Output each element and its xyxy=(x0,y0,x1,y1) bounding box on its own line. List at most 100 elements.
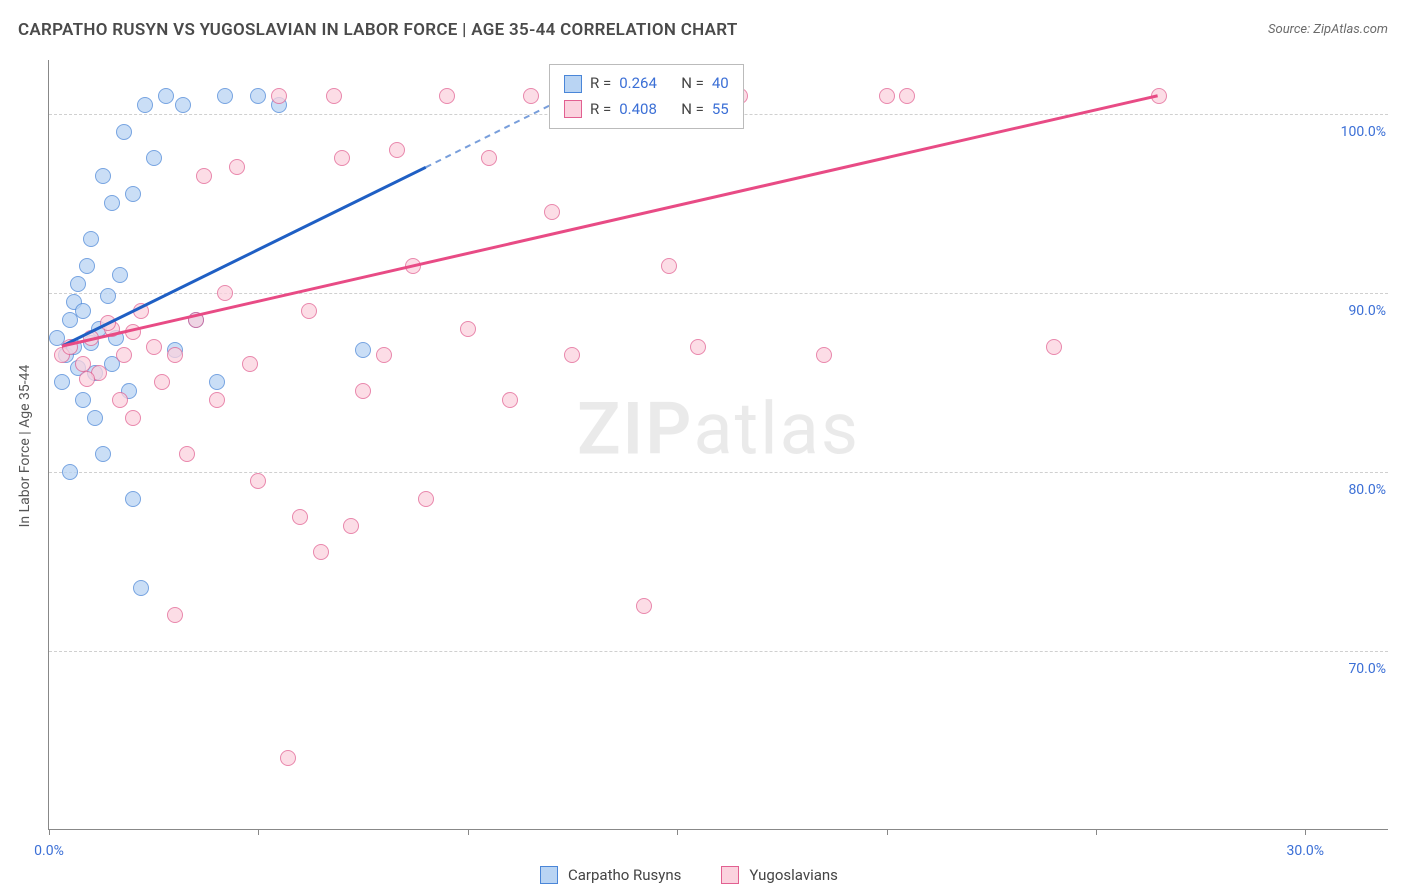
scatter-point xyxy=(112,392,128,408)
scatter-point xyxy=(83,231,99,247)
scatter-point xyxy=(137,97,153,113)
scatter-point xyxy=(292,509,308,525)
gridline-h xyxy=(49,651,1388,652)
scatter-point xyxy=(271,88,287,104)
scatter-point xyxy=(405,258,421,274)
scatter-point xyxy=(70,276,86,292)
scatter-point xyxy=(196,168,212,184)
correlation-legend-row: R = 0.264 N = 40 xyxy=(564,71,729,97)
scatter-point xyxy=(62,464,78,480)
x-tick xyxy=(49,829,50,835)
scatter-point xyxy=(326,88,342,104)
scatter-point xyxy=(313,544,329,560)
scatter-point xyxy=(242,356,258,372)
scatter-point xyxy=(188,312,204,328)
scatter-point xyxy=(125,186,141,202)
scatter-point xyxy=(79,371,95,387)
scatter-point xyxy=(481,150,497,166)
n-value: 55 xyxy=(712,97,729,123)
scatter-point xyxy=(154,374,170,390)
scatter-point xyxy=(389,142,405,158)
scatter-point xyxy=(54,374,70,390)
scatter-plot-area: ZIPatlas R =0.264N =40R =0.408N =55 70.0… xyxy=(48,60,1388,830)
scatter-point xyxy=(62,339,78,355)
scatter-point xyxy=(209,392,225,408)
y-tick-label: 70.0% xyxy=(1344,661,1390,677)
scatter-point xyxy=(355,342,371,358)
legend-swatch xyxy=(540,866,558,884)
scatter-point xyxy=(87,410,103,426)
y-tick-label: 100.0% xyxy=(1337,124,1390,140)
scatter-point xyxy=(100,288,116,304)
scatter-point xyxy=(523,88,539,104)
series-legend-label: Carpatho Rusyns xyxy=(568,866,681,884)
n-label: N = xyxy=(681,71,704,97)
scatter-point xyxy=(146,150,162,166)
legend-swatch xyxy=(564,100,582,118)
chart-header: CARPATHO RUSYN VS YUGOSLAVIAN IN LABOR F… xyxy=(18,20,1388,48)
legend-swatch xyxy=(721,866,739,884)
scatter-point xyxy=(133,303,149,319)
correlation-legend: R =0.264N =40R =0.408N =55 xyxy=(549,64,744,129)
scatter-point xyxy=(879,88,895,104)
scatter-point xyxy=(250,473,266,489)
scatter-point xyxy=(167,347,183,363)
x-tick xyxy=(258,829,259,835)
series-legend: Carpatho Rusyns Yugoslavians xyxy=(540,866,838,884)
scatter-point xyxy=(209,374,225,390)
scatter-point xyxy=(112,267,128,283)
scatter-point xyxy=(125,491,141,507)
scatter-point xyxy=(376,347,392,363)
scatter-point xyxy=(816,347,832,363)
scatter-point xyxy=(250,88,266,104)
y-axis-label: In Labor Force | Age 35-44 xyxy=(17,365,33,528)
x-tick xyxy=(1096,829,1097,835)
series-legend-item: Yugoslavians xyxy=(721,866,838,884)
scatter-point xyxy=(95,168,111,184)
scatter-point xyxy=(502,392,518,408)
watermark-atlas: atlas xyxy=(693,387,860,472)
x-tick xyxy=(468,829,469,835)
scatter-point xyxy=(83,330,99,346)
scatter-point xyxy=(355,383,371,399)
scatter-point xyxy=(280,750,296,766)
scatter-point xyxy=(104,195,120,211)
r-value: 0.264 xyxy=(619,71,673,97)
r-label: R = xyxy=(590,97,611,123)
scatter-point xyxy=(133,580,149,596)
chart-title: CARPATHO RUSYN VS YUGOSLAVIAN IN LABOR F… xyxy=(18,20,738,40)
watermark-zip: ZIP xyxy=(577,387,693,472)
scatter-point xyxy=(125,410,141,426)
y-tick-label: 80.0% xyxy=(1344,482,1390,498)
scatter-point xyxy=(217,285,233,301)
scatter-point xyxy=(229,159,245,175)
scatter-point xyxy=(636,598,652,614)
scatter-point xyxy=(75,303,91,319)
scatter-point xyxy=(899,88,915,104)
scatter-point xyxy=(343,518,359,534)
watermark: ZIPatlas xyxy=(577,387,860,472)
x-tick xyxy=(1305,829,1306,835)
x-tick-label: 0.0% xyxy=(34,843,64,859)
scatter-point xyxy=(116,347,132,363)
y-tick-label: 90.0% xyxy=(1344,303,1390,319)
scatter-point xyxy=(544,204,560,220)
scatter-point xyxy=(75,392,91,408)
scatter-point xyxy=(418,491,434,507)
scatter-point xyxy=(125,324,141,340)
scatter-point xyxy=(661,258,677,274)
r-label: R = xyxy=(590,71,611,97)
scatter-point xyxy=(167,607,183,623)
chart-source: Source: ZipAtlas.com xyxy=(1268,22,1388,37)
scatter-point xyxy=(95,446,111,462)
gridline-h xyxy=(49,472,1388,473)
scatter-point xyxy=(146,339,162,355)
scatter-point xyxy=(100,315,116,331)
scatter-point xyxy=(1046,339,1062,355)
series-legend-item: Carpatho Rusyns xyxy=(540,866,681,884)
scatter-point xyxy=(1151,88,1167,104)
trend-lines-layer xyxy=(49,60,1388,829)
scatter-point xyxy=(79,258,95,274)
n-value: 40 xyxy=(712,71,729,97)
scatter-point xyxy=(460,321,476,337)
